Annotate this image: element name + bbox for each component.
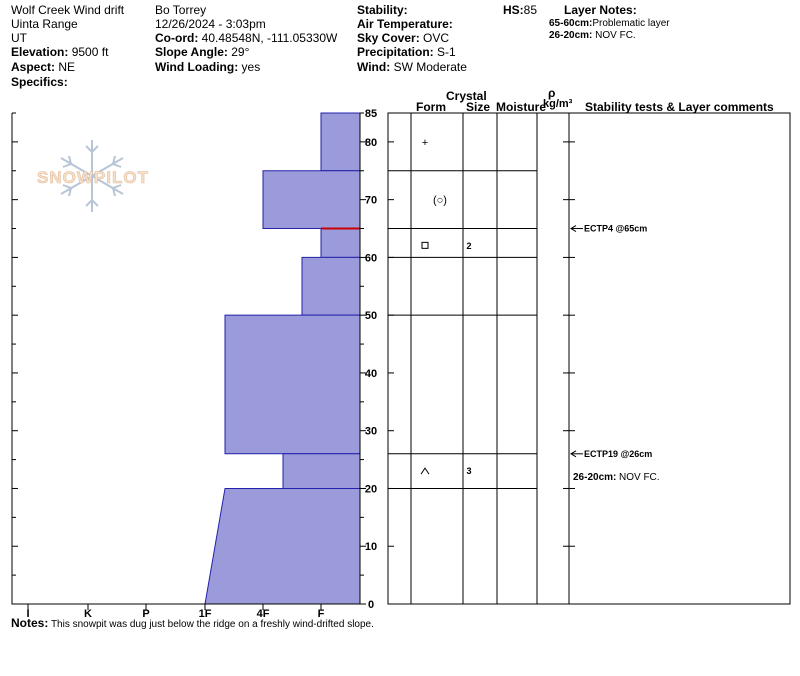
x-tick-label: P [142, 608, 149, 620]
hs: HS:85 [503, 3, 537, 17]
notes: Notes: This snowpit was dug just below t… [11, 616, 374, 630]
stability: Stability: [357, 3, 408, 17]
crystal-grid: + (○) 2 3 ECTP4 @65cm ECTP19 @26cm 26-20cm: NOV… [387, 112, 791, 605]
layer-notes-title: Layer Notes: [564, 3, 637, 17]
aspect-value: NE [58, 60, 76, 74]
y-tick-label: 70 [365, 195, 377, 207]
precipitation: Precipitation: S-1 [357, 45, 456, 59]
slope-value: 29° [231, 45, 250, 59]
elevation: Elevation: 9500 ft [11, 45, 108, 59]
layer-note-range: 26-20cm: [549, 30, 593, 41]
aspect-label: Aspect: [11, 60, 56, 74]
layer-comment-text: NOV FC. [619, 472, 660, 483]
state: UT [11, 31, 27, 45]
wind: Wind: SW Moderate [357, 60, 467, 74]
layer-comment-range: 26-20cm: [573, 472, 616, 483]
crystal-form-symbol: + [422, 137, 428, 149]
stability-label: Stability: [357, 3, 408, 17]
form-header: Form [416, 100, 446, 114]
slope-angle: Slope Angle: 29° [155, 45, 249, 59]
y-tick-label: 50 [365, 310, 377, 322]
sky-cover: Sky Cover: OVC [357, 31, 449, 45]
x-tick-label: 1F [199, 608, 212, 620]
wind-loading-label: Wind Loading: [155, 60, 239, 74]
notes-text: This snowpit was dug just below the ridg… [50, 619, 374, 630]
y-tick-label: 20 [365, 483, 377, 495]
precip-label: Precipitation: [357, 45, 434, 59]
crystal-size: 2 [466, 241, 471, 251]
x-tick-label: F [318, 608, 325, 620]
wind-label: Wind: [357, 60, 391, 74]
y-tick-label: 80 [365, 137, 377, 149]
hardness-layer [282, 453, 361, 489]
layer-note-range: 65-60cm: [549, 18, 593, 29]
layer-note-2: 26-20cm: NOV FC. [549, 30, 636, 41]
logo-text: SNOWPILOT [37, 168, 149, 187]
wind-value: SW Moderate [393, 60, 467, 74]
stability-test-label: ECTP4 @65cm [584, 224, 647, 234]
hardness-layer [224, 314, 361, 455]
density-unit: kg/m³ [543, 98, 573, 110]
hardness-profile: I K P 1F 4F F 0 10 20 30 40 50 60 70 80 85 [11, 108, 377, 620]
hardness-layer [204, 487, 361, 605]
wind-loading-value: yes [241, 60, 261, 74]
x-tick-label: 4F [257, 608, 270, 620]
coord-value: 40.48548N, -111.05330W [201, 31, 338, 45]
density-symbol: ρ [548, 86, 556, 100]
size-header: Size [466, 100, 491, 114]
wind-loading: Wind Loading: yes [155, 60, 260, 74]
elevation-value: 9500 ft [71, 45, 109, 59]
hs-value: 85 [523, 3, 538, 17]
x-tick-label: K [84, 608, 92, 620]
grid-frame [387, 112, 791, 605]
hardness-layer [262, 170, 361, 230]
coordinates: Co-ord: 40.48548N, -111.05330W [155, 31, 337, 45]
stability-comments-header: Stability tests & Layer comments [585, 100, 774, 114]
depth-hoar-icon [420, 467, 430, 475]
observer: Bo Torrey [155, 3, 207, 17]
faceted-crystal-icon [421, 241, 429, 249]
stability-test-label: ECTP19 @26cm [584, 449, 652, 459]
layer-note-text: NOV FC. [595, 30, 636, 41]
snowflake-icon [60, 140, 124, 212]
crystal-header: Crystal [446, 89, 487, 103]
notes-label: Notes: [11, 616, 49, 630]
moisture-header: Moisture [496, 100, 547, 114]
sky-label: Sky Cover: [357, 31, 420, 45]
slope-label: Slope Angle: [155, 45, 228, 59]
pit-name: Wolf Creek Wind drift [11, 3, 125, 17]
specifics-label: Specifics: [11, 75, 68, 89]
hs-label: HS: [503, 3, 524, 17]
plot-frame [11, 113, 361, 605]
hardness-layer [301, 256, 361, 316]
snowpilot-logo: SNOWPILOT [37, 140, 149, 212]
datetime: 12/26/2024 - 3:03pm [155, 17, 266, 31]
range: Uinta Range [11, 17, 78, 31]
layer-note-text: Problematic layer [592, 18, 670, 29]
hardness-layer [320, 228, 361, 258]
layer-note-1: 65-60cm:Problematic layer [549, 18, 670, 29]
y-tick-label: 30 [365, 426, 377, 438]
y-tick-label: 85 [365, 108, 377, 120]
air-temperature: Air Temperature: [357, 17, 453, 31]
crystal-size: 3 [466, 466, 471, 476]
y-tick-label: 60 [365, 252, 377, 264]
aspect: Aspect: NE [11, 60, 75, 74]
sky-value: OVC [423, 31, 450, 45]
precip-value: S-1 [437, 45, 456, 59]
y-tick-label: 10 [365, 541, 377, 553]
y-tick-label: 40 [365, 368, 377, 380]
coord-label: Co-ord: [155, 31, 199, 45]
x-tick-label: I [26, 608, 29, 620]
elevation-label: Elevation: [11, 45, 69, 59]
hardness-layer [320, 112, 361, 172]
air-temp-label: Air Temperature: [357, 17, 453, 31]
crystal-form-symbol: (○) [433, 195, 447, 207]
y-tick-label: 0 [368, 599, 374, 611]
